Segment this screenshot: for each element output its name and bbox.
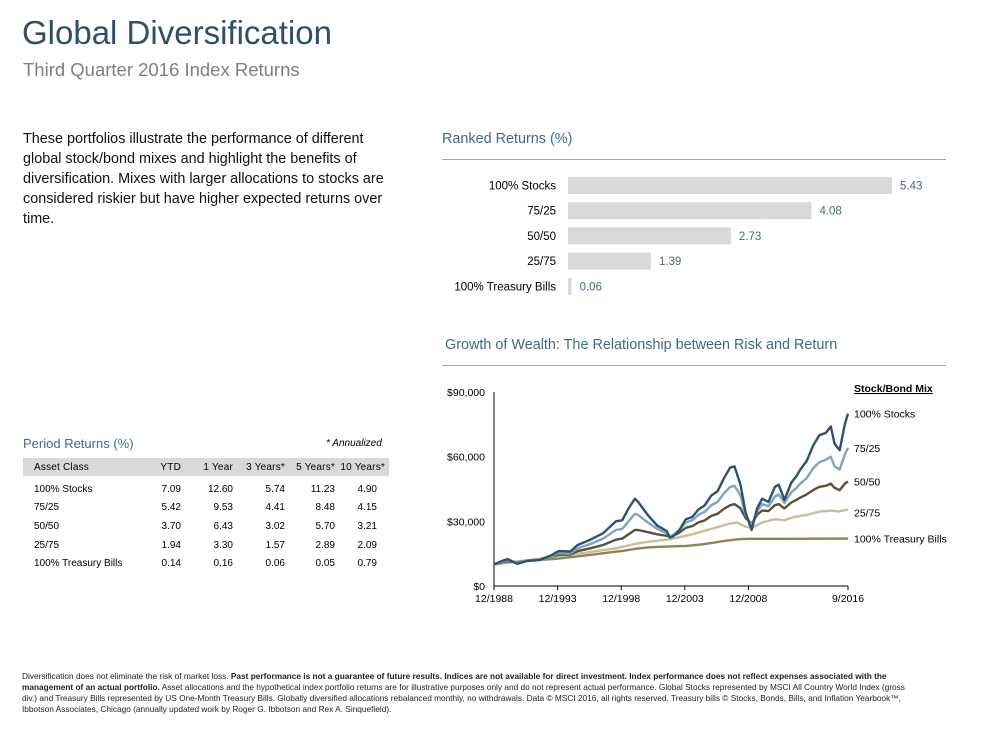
intro-paragraph: These portfolios illustrate the performa…	[23, 131, 384, 227]
table-cell: 3.30	[213, 539, 233, 551]
column-header: 3 Years*	[233, 458, 285, 476]
disclaimer-text-2: Asset allocations and the hypothetical i…	[22, 682, 905, 714]
table-cell: 3.70	[161, 520, 181, 532]
bar	[568, 227, 731, 245]
table-cell: 0.14	[161, 558, 181, 570]
series-line	[493, 447, 850, 566]
table-cell: 0.16	[213, 558, 233, 570]
table-cell: 5.42	[161, 502, 181, 514]
bar-value-label: 4.08	[819, 206, 841, 218]
table-row: 100% Stocks 7.09 12.60 5.74 11.23 4.90	[23, 476, 389, 499]
bar	[568, 202, 812, 220]
legend-label: 100% Treasury Bills	[854, 534, 947, 546]
ranked-returns-chart: 100% Stocks 5.43 75/25 4.08 50/50 2.73 25/75 1.…	[454, 177, 922, 295]
bar-category-label: 100% Stocks	[489, 181, 556, 193]
growth-chart-divider	[442, 365, 946, 366]
bar	[568, 252, 651, 270]
table-cell: 8.48	[315, 502, 335, 514]
series-line	[493, 537, 849, 566]
table-cell: 1.57	[265, 539, 285, 551]
ranked-returns-divider	[442, 159, 946, 160]
table-cell: 1.94	[161, 539, 181, 551]
x-tick-label: 12/1998	[602, 593, 640, 605]
bar-value-label: 1.39	[659, 256, 681, 268]
bar-value-label: 5.43	[900, 181, 922, 193]
table-cell: 11.23	[310, 483, 335, 495]
column-header: Asset Class	[23, 458, 135, 476]
bar-category-label: 25/75	[527, 256, 556, 268]
period-returns-table: Asset Class YTD 1 Year 3 Years* 5 Years*…	[23, 458, 389, 573]
bar	[568, 177, 892, 194]
disclaimer-bold-text: Past performance is not a guarantee of f…	[22, 671, 887, 692]
column-header: 10 Years*	[335, 458, 389, 476]
y-tick-label: $0	[473, 581, 485, 593]
bar-value-label: 0.06	[580, 281, 602, 293]
column-header: 1 Year	[181, 458, 233, 476]
column-header: 5 Years*	[285, 458, 335, 476]
legend-title: Stock/Bond Mix	[854, 383, 933, 395]
table-cell: 9.53	[213, 502, 233, 514]
legend-label: 25/75	[854, 507, 880, 519]
table-cell: 4.15	[357, 502, 377, 514]
table-cell: 25/75	[34, 539, 60, 551]
table-cell: 4.90	[357, 483, 377, 495]
table-cell: 12.60	[207, 483, 233, 495]
page-title: Global Diversification	[22, 14, 332, 51]
bar	[568, 277, 572, 295]
x-tick-label: 12/2003	[666, 593, 704, 605]
column-header: YTD	[135, 458, 181, 476]
table-cell: 5.70	[315, 520, 335, 532]
table-cell: 6.43	[213, 520, 233, 532]
legend-label: 50/50	[854, 476, 880, 488]
annualized-note: * Annualized	[326, 438, 382, 449]
growth-of-wealth-chart: $0 $30,000 $60,000 $90,000 12/1988 12/1993 12/…	[447, 383, 947, 605]
y-tick-label: $90,000	[447, 387, 485, 399]
table-row: 25/75 1.94 3.30 1.57 2.89 2.09	[23, 536, 389, 555]
bar-category-label: 100% Treasury Bills	[454, 281, 556, 293]
disclaimer-text: Diversification does not eliminate the r…	[22, 671, 231, 681]
bar-category-label: 50/50	[527, 231, 556, 243]
x-tick-label: 9/2016	[832, 593, 864, 605]
table-cell: 0.05	[315, 558, 335, 570]
series-line	[493, 480, 849, 566]
table-header-row: Asset Class YTD 1 Year 3 Years* 5 Years*…	[23, 458, 389, 476]
table-cell: 100% Stocks	[34, 483, 93, 495]
page-subtitle: Third Quarter 2016 Index Returns	[23, 59, 300, 80]
period-returns-title: Period Returns (%)	[23, 436, 134, 451]
table-cell: 50/50	[34, 520, 60, 532]
y-tick-label: $30,000	[447, 516, 485, 528]
y-tick-label: $60,000	[447, 452, 485, 464]
table-cell: 2.09	[357, 539, 377, 551]
table-row: 75/25 5.42 9.53 4.41 8.48 4.15	[23, 499, 389, 518]
x-tick-label: 12/1993	[539, 593, 577, 605]
ranked-returns-title: Ranked Returns (%)	[442, 131, 573, 147]
bar-category-label: 75/25	[527, 206, 556, 218]
table-cell: 4.41	[265, 502, 285, 514]
x-tick-label: 12/2008	[729, 593, 767, 605]
table-cell: 7.09	[161, 483, 181, 495]
table-row: 100% Treasury Bills 0.14 0.16 0.06 0.05 …	[23, 554, 389, 573]
table-cell: 75/25	[34, 502, 60, 514]
series-line	[493, 413, 850, 566]
x-tick-label: 12/1988	[475, 593, 513, 605]
growth-chart-title: Growth of Wealth: The Relationship betwe…	[445, 337, 838, 353]
bar-value-label: 2.73	[739, 231, 761, 243]
table-cell: 5.74	[265, 483, 285, 495]
table-cell: 2.89	[315, 539, 335, 551]
table-row: 50/50 3.70 6.43 3.02 5.70 3.21	[23, 517, 389, 536]
table-cell: 0.06	[265, 558, 285, 570]
table-cell: 100% Treasury Bills	[34, 558, 123, 570]
table-cell: 3.21	[357, 520, 377, 532]
table-cell: 0.79	[357, 558, 377, 570]
table-cell: 3.02	[265, 520, 285, 532]
legend-label: 100% Stocks	[854, 409, 915, 421]
legend-label: 75/25	[854, 443, 880, 455]
disclaimer: Diversification does not eliminate the r…	[22, 671, 922, 715]
